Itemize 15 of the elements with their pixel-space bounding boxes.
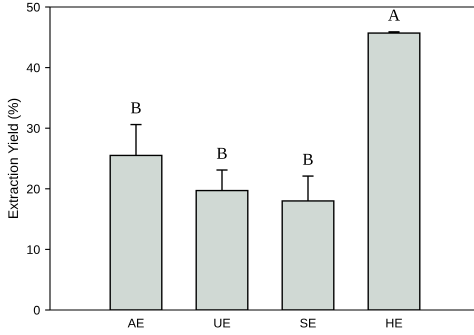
x-tick-label: HE — [386, 318, 402, 328]
x-tick-label: UE — [214, 318, 230, 328]
annotation: B — [302, 154, 313, 165]
y-axis-title: Extraction Yield (%) — [8, 98, 21, 218]
annotation: B — [216, 148, 227, 159]
y-tick-label: 50 — [26, 2, 40, 12]
y-tick-label: 30 — [26, 124, 40, 133]
annotation: A — [388, 10, 400, 21]
y-tick-label: 40 — [26, 63, 40, 72]
y-tick-label: 20 — [27, 184, 40, 194]
annotation: B — [130, 102, 141, 114]
y-tick-label: 0 — [34, 306, 40, 315]
x-tick-label: AE — [128, 318, 144, 328]
y-tick-label: 10 — [27, 245, 40, 254]
x-tick-label: SE — [300, 318, 316, 328]
